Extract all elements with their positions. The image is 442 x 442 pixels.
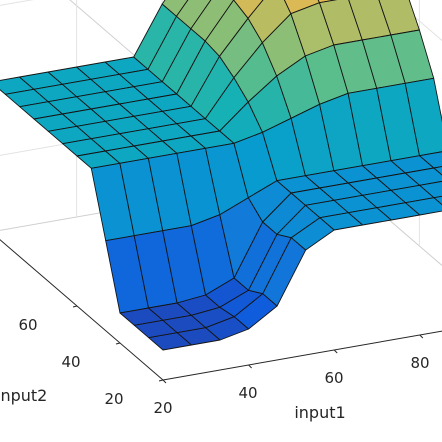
- y-tick-mark: [115, 342, 121, 345]
- surface-mesh: [0, 0, 442, 351]
- x-tick-mark: [419, 334, 424, 339]
- surface-cell: [419, 151, 442, 169]
- y-tick-mark: [158, 379, 164, 382]
- surface-cell: [419, 180, 442, 199]
- x-tick-label: 60: [324, 369, 343, 387]
- x-axis-label: input1: [294, 403, 345, 422]
- x-tick-mark: [333, 349, 338, 354]
- surface-cell: [433, 166, 442, 176]
- y-tick-label: 20: [104, 390, 123, 408]
- grid-line: [394, 0, 442, 42]
- y-tick-label: 40: [61, 353, 80, 371]
- x-tick-mark: [248, 364, 252, 369]
- y-axis-label: input2: [0, 386, 47, 405]
- x-tick-label: 80: [410, 354, 429, 372]
- y-tick-label: 60: [18, 316, 37, 334]
- surface-cell: [433, 195, 442, 206]
- surface-cell: [161, 0, 189, 17]
- axes: 20 40 60 80 20 40 60 input1 input2: [0, 239, 442, 422]
- x-tick-mark: [162, 379, 167, 384]
- x-tick-label: 40: [238, 384, 257, 402]
- y-tick-mark: [72, 305, 78, 308]
- surface-cell: [233, 0, 264, 19]
- x-tick-label: 20: [153, 399, 172, 417]
